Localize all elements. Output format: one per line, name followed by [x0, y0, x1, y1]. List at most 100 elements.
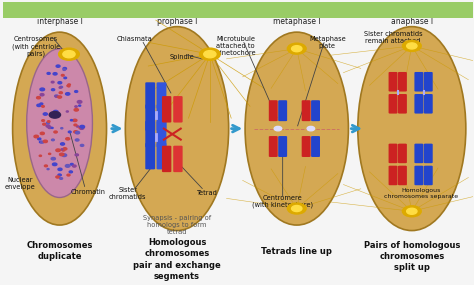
Circle shape	[74, 124, 77, 126]
Circle shape	[292, 205, 302, 211]
Circle shape	[274, 126, 282, 131]
FancyBboxPatch shape	[389, 94, 398, 114]
FancyBboxPatch shape	[162, 146, 171, 172]
Circle shape	[51, 81, 54, 83]
Circle shape	[68, 86, 70, 87]
Circle shape	[45, 165, 47, 167]
Circle shape	[65, 93, 70, 95]
Circle shape	[204, 51, 216, 58]
Circle shape	[407, 208, 417, 214]
Circle shape	[73, 165, 76, 167]
Circle shape	[80, 127, 84, 129]
Circle shape	[75, 131, 80, 134]
Text: Sister chromatids
remain attached: Sister chromatids remain attached	[364, 31, 422, 44]
FancyBboxPatch shape	[424, 166, 433, 185]
Circle shape	[55, 95, 58, 97]
Circle shape	[61, 128, 63, 129]
Circle shape	[69, 171, 73, 173]
FancyBboxPatch shape	[389, 144, 398, 163]
FancyBboxPatch shape	[146, 104, 155, 131]
Circle shape	[36, 97, 40, 99]
FancyBboxPatch shape	[389, 166, 398, 185]
Circle shape	[75, 139, 79, 141]
Circle shape	[58, 82, 62, 84]
FancyBboxPatch shape	[146, 121, 155, 147]
Circle shape	[79, 105, 81, 106]
Text: Homologous
chromosomes separate: Homologous chromosomes separate	[384, 188, 458, 199]
Circle shape	[74, 109, 78, 111]
Text: Pairs of homologous
chromosomes
split up: Pairs of homologous chromosomes split up	[364, 241, 460, 272]
Circle shape	[402, 206, 421, 217]
Circle shape	[34, 135, 38, 138]
Text: prophase I: prophase I	[157, 17, 197, 26]
Text: anaphase I: anaphase I	[391, 17, 433, 26]
Circle shape	[287, 203, 306, 214]
Circle shape	[60, 178, 63, 179]
Text: Sister
chromatids: Sister chromatids	[109, 187, 146, 200]
Ellipse shape	[358, 27, 466, 231]
Circle shape	[62, 149, 65, 151]
Circle shape	[39, 155, 42, 156]
Text: Centromere
(with kinetochore): Centromere (with kinetochore)	[252, 195, 313, 208]
Circle shape	[63, 51, 75, 58]
Circle shape	[76, 126, 79, 127]
Circle shape	[407, 43, 417, 49]
Circle shape	[80, 125, 84, 128]
Circle shape	[43, 123, 46, 125]
Circle shape	[307, 126, 315, 131]
Circle shape	[52, 139, 55, 141]
Circle shape	[58, 168, 62, 170]
Circle shape	[40, 93, 44, 96]
Circle shape	[67, 85, 69, 86]
Circle shape	[70, 164, 73, 165]
Circle shape	[37, 104, 41, 107]
Circle shape	[52, 89, 55, 91]
Circle shape	[48, 153, 51, 154]
Circle shape	[66, 138, 70, 140]
FancyBboxPatch shape	[414, 166, 423, 185]
Text: Homologous
chromosomes
pair and exchange
segments: Homologous chromosomes pair and exchange…	[133, 238, 221, 281]
Circle shape	[54, 110, 58, 113]
Circle shape	[56, 176, 59, 178]
FancyBboxPatch shape	[398, 166, 407, 185]
FancyBboxPatch shape	[269, 136, 278, 157]
Text: interphase I: interphase I	[36, 17, 82, 26]
Circle shape	[55, 96, 58, 97]
Circle shape	[75, 106, 77, 107]
Circle shape	[292, 46, 302, 52]
Circle shape	[60, 86, 63, 88]
Circle shape	[47, 168, 49, 170]
FancyBboxPatch shape	[398, 144, 407, 163]
Circle shape	[65, 164, 70, 167]
Text: Chromatin: Chromatin	[70, 189, 105, 195]
Text: Metaphase
plate: Metaphase plate	[309, 36, 346, 49]
FancyBboxPatch shape	[301, 100, 310, 121]
FancyBboxPatch shape	[424, 72, 433, 91]
FancyBboxPatch shape	[173, 96, 182, 123]
Circle shape	[53, 73, 57, 75]
FancyBboxPatch shape	[278, 100, 287, 121]
Circle shape	[58, 96, 62, 98]
Circle shape	[64, 77, 66, 79]
Circle shape	[67, 174, 70, 176]
Circle shape	[43, 140, 47, 142]
Circle shape	[39, 141, 42, 143]
Circle shape	[59, 48, 79, 60]
Circle shape	[59, 87, 61, 88]
Circle shape	[42, 120, 45, 121]
FancyBboxPatch shape	[414, 72, 423, 91]
Text: Chromosomes
duplicate: Chromosomes duplicate	[27, 241, 93, 261]
FancyBboxPatch shape	[3, 2, 473, 18]
FancyBboxPatch shape	[162, 96, 171, 123]
FancyBboxPatch shape	[173, 146, 182, 172]
FancyBboxPatch shape	[156, 104, 166, 131]
Circle shape	[74, 91, 78, 92]
FancyBboxPatch shape	[156, 143, 166, 169]
FancyBboxPatch shape	[146, 143, 155, 169]
Circle shape	[73, 119, 77, 122]
Ellipse shape	[125, 27, 228, 231]
Circle shape	[77, 101, 82, 103]
Ellipse shape	[245, 32, 348, 225]
Circle shape	[46, 125, 50, 127]
Circle shape	[75, 154, 78, 156]
